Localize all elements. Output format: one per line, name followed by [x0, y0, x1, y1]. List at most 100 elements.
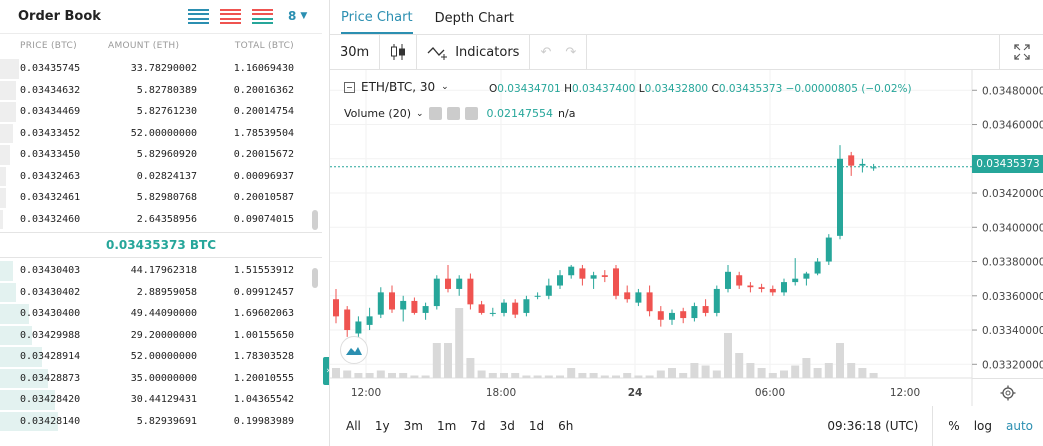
volume-bar: [869, 373, 878, 378]
eye-icon[interactable]: [428, 107, 442, 120]
volume-bar: [623, 373, 632, 378]
ask-row[interactable]: 0.03432463 0.02824137 0.00096937: [0, 166, 322, 188]
last-price-tag: 0.03435373: [972, 155, 1043, 173]
symbol-label[interactable]: ETH/BTC, 30: [361, 80, 436, 94]
view-asks-icon[interactable]: [220, 9, 241, 24]
range-button-7d[interactable]: 7d: [470, 419, 486, 433]
auto-scale-button[interactable]: auto: [1005, 419, 1033, 433]
bid-row[interactable]: 0.03430400 49.44090000 1.69602063: [0, 303, 322, 325]
bid-amount: 35.00000000: [130, 372, 197, 384]
remove-icon[interactable]: [464, 107, 478, 120]
view-both-icon[interactable]: [188, 9, 209, 24]
utc-clock[interactable]: 09:36:18 (UTC): [827, 406, 934, 446]
asks-scrollbar[interactable]: [312, 210, 318, 230]
volume-bar: [589, 373, 598, 378]
range-button-6h[interactable]: 6h: [558, 419, 574, 433]
y-tick-label: 0.03460000: [982, 120, 1043, 132]
candle-body: [803, 273, 810, 279]
volume-bar: [858, 368, 867, 378]
candle-body: [859, 163, 866, 166]
chart-toolbar: 30m Indicators ↶ ↷: [330, 34, 1043, 70]
ask-amount: 5.82761230: [136, 106, 197, 118]
bid-total: 1.51553912: [233, 265, 294, 277]
bid-row[interactable]: 0.03430402 2.88959058 0.09912457: [0, 282, 322, 304]
ask-row[interactable]: 0.03433450 5.82960920 0.20015672: [0, 144, 322, 166]
candle-body: [377, 292, 384, 315]
chart-type-button[interactable]: [380, 35, 418, 69]
depth-bar: [0, 411, 58, 431]
ask-row[interactable]: 0.03432460 2.64358956 0.09074015: [0, 209, 322, 231]
ask-row[interactable]: 0.03434469 5.82761230 0.20014754: [0, 101, 322, 123]
interval-button[interactable]: 30m: [330, 35, 381, 69]
settings-icon[interactable]: [446, 107, 460, 120]
candle-body: [568, 266, 575, 276]
volume-bar: [768, 373, 777, 378]
range-button-1m[interactable]: 1m: [436, 419, 457, 433]
ask-amount: 5.82960920: [136, 149, 197, 161]
redo-icon[interactable]: ↷: [565, 44, 577, 60]
low-value: 0.03432800: [644, 83, 709, 95]
bid-total: 1.69602063: [233, 308, 294, 320]
bid-price: 0.03430402: [20, 286, 81, 298]
volume-bar: [645, 375, 654, 378]
depth-bar: [0, 304, 29, 324]
bid-amount: 44.17962318: [130, 265, 197, 277]
volume-bar: [757, 368, 766, 378]
scale-options: % log auto: [933, 419, 1043, 433]
range-button-3d[interactable]: 3d: [499, 419, 515, 433]
price-chart-plot[interactable]: 0.034800000.034600000.034400000.03420000…: [330, 70, 1043, 406]
collapse-legend-icon[interactable]: [344, 81, 355, 93]
chart-settings-button[interactable]: [972, 378, 1043, 406]
ask-row[interactable]: 0.03434632 5.82780389 0.20016362: [0, 80, 322, 102]
depth-select[interactable]: 8 ▼: [288, 9, 307, 23]
ask-row[interactable]: 0.03433452 52.00000000 1.78539504: [0, 123, 322, 145]
indicators-button[interactable]: Indicators: [417, 35, 531, 69]
candle-body: [489, 312, 496, 314]
range-button-1y[interactable]: 1y: [374, 419, 390, 433]
collapse-panel-handle[interactable]: ›: [323, 357, 333, 385]
volume-bar: [500, 373, 508, 378]
volume-label[interactable]: Volume (20): [344, 107, 411, 120]
bid-row[interactable]: 0.03428420 30.44129431 1.04365542: [0, 389, 322, 411]
candle-body: [825, 237, 832, 262]
l-label: L: [638, 83, 645, 95]
ask-row[interactable]: 0.03435745 33.78290002 1.16069430: [0, 58, 322, 80]
fullscreen-button[interactable]: [999, 35, 1043, 69]
ask-price: 0.03432463: [20, 170, 81, 182]
bid-row[interactable]: 0.03428140 5.82939691 0.19983989: [0, 411, 322, 433]
bid-row[interactable]: 0.03428873 35.00000000 1.20010555: [0, 368, 322, 390]
ask-total: 1.16069430: [233, 63, 294, 75]
candle-body: [680, 311, 687, 319]
undo-button[interactable]: ↶ ↷: [530, 35, 588, 69]
undo-icon: ↶: [540, 44, 552, 60]
volume-bar: [388, 373, 396, 378]
percent-scale-button[interactable]: %: [948, 419, 960, 433]
range-button-3m[interactable]: 3m: [403, 419, 423, 433]
volume-na: n/a: [558, 107, 576, 120]
bids-scrollbar[interactable]: [312, 268, 318, 288]
tab-price-chart[interactable]: Price Chart: [341, 10, 413, 34]
candle-body: [669, 312, 675, 320]
range-button-All[interactable]: All: [346, 419, 361, 433]
bid-row[interactable]: 0.03429988 29.20000000 1.00155650: [0, 325, 322, 347]
volume-bar: [511, 373, 520, 378]
volume-bar: [354, 373, 363, 378]
bid-total: 1.04365542: [233, 394, 294, 406]
bid-row[interactable]: 0.03430403 44.17962318 1.51553912: [0, 260, 322, 282]
bid-row[interactable]: 0.03428914 52.00000000 1.78303528: [0, 346, 322, 368]
volume-bar: [824, 363, 833, 378]
volume-bar: [634, 375, 643, 378]
log-scale-button[interactable]: log: [973, 419, 992, 433]
ask-total: 1.78539504: [233, 127, 294, 139]
volume-bar: [432, 343, 441, 378]
candle-body: [814, 261, 821, 274]
bid-amount: 2.88959058: [136, 286, 197, 298]
volume-bar: [836, 343, 844, 378]
candle-body: [501, 302, 507, 313]
y-tick-label: 0.03360000: [982, 291, 1043, 303]
tab-depth-chart[interactable]: Depth Chart: [434, 11, 515, 26]
view-bids-icon[interactable]: [252, 9, 273, 24]
ask-row[interactable]: 0.03432461 5.82980768 0.20010587: [0, 187, 322, 209]
volume-bar: [533, 375, 542, 378]
range-button-1d[interactable]: 1d: [528, 419, 545, 433]
